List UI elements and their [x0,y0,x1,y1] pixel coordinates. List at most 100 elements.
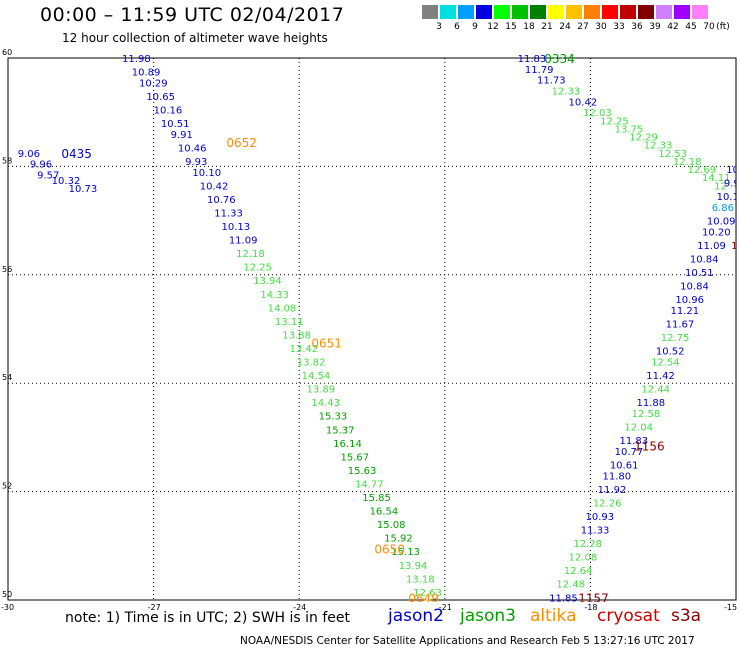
swh-value-label: 13.94 [399,561,428,572]
swh-value-label: 12.25 [243,263,272,274]
swh-value-label: 9.57 [37,171,59,182]
color-scale-unit: (ft) [716,22,730,32]
legend-cryosat: cryosat [597,606,660,626]
swh-value-label: 10.73 [69,184,98,195]
swh-value-label: 10.42 [200,181,229,192]
map-subtitle: 12 hour collection of altimeter wave hei… [62,31,328,45]
footer-note: note: 1) Time is in UTC; 2) SWH is in fe… [65,610,351,626]
swh-value-label: 10 [726,165,739,176]
color-swatch-label: 9 [472,22,478,32]
legend-altika: altika [530,606,577,626]
color-swatch-label: 70 [703,22,715,32]
swh-value-label: 11.09 [697,241,726,252]
color-swatch-label: 36 [631,22,643,32]
swh-value-label: 9.91 [171,130,193,141]
swh-value-label: 1 [731,241,737,252]
swh-value-label: 14.11 [702,173,731,184]
swh-value-label: 12.08 [569,553,598,564]
swh-value-label: 10.77 [615,447,644,458]
swh-value-label: 12.28 [573,539,602,550]
swh-value-label: 15.67 [340,452,369,463]
swh-value-label: 10.42 [569,97,598,108]
color-swatch [566,5,582,19]
color-swatch [692,5,708,19]
swh-value-label: 11.83 [620,436,649,447]
lon-tick-label: -21 [439,603,452,612]
swh-value-label: 10.61 [610,461,639,472]
swh-value-label: 12.18 [236,249,265,260]
swh-value-label: 13.18 [406,574,435,585]
swh-value-label: 15.63 [348,466,377,477]
color-swatch-label: 3 [436,22,442,32]
lon-tick-label: -18 [584,603,597,612]
pass-time-label: 0649 [408,591,439,605]
pass-time-label: 1157 [578,591,609,605]
pass-time-label: 0435 [61,147,92,161]
swh-value-label: 11.33 [581,526,610,537]
color-swatch [458,5,474,19]
swh-value-label: 12.69 [687,165,716,176]
swh-value-label: 11.33 [214,208,243,219]
swh-value-label: 12.54 [651,358,680,369]
swh-value-label: 15.13 [391,547,420,558]
swh-value-label: 12.75 [661,333,690,344]
swh-value-label: 13.94 [253,276,282,287]
legend-s3a: s3a [671,606,702,626]
swh-value-label: 10.51 [685,268,714,279]
swh-value-label: 9.06 [18,149,40,160]
pass-time-label: 0334 [544,52,575,66]
swh-value-label: 10.20 [702,227,731,238]
swh-value-label: 12.26 [593,498,622,509]
lon-tick-label: -30 [1,603,14,612]
color-swatch [656,5,672,19]
color-swatch [512,5,528,19]
swh-value-label: 15.33 [319,412,348,423]
swh-value-label: 14.33 [260,290,289,301]
lat-tick-label: 54 [2,373,12,382]
swh-value-label: 12.18 [673,157,702,168]
swh-value-label: 10.93 [586,512,615,523]
swh-value-label: 10.13 [222,222,251,233]
swh-value-label: 9.96 [30,160,52,171]
swh-value-label: 16.54 [370,507,399,518]
pass-time-label: 0650 [374,543,405,557]
swh-value-label: 12.29 [629,133,658,144]
swh-value-label: 11.88 [637,398,666,409]
swh-value-label: 11.85 [549,593,578,604]
swh-value-label: 14.54 [302,371,331,382]
swh-value-label: 10.16 [154,105,183,116]
color-swatch [602,5,618,19]
swh-value-label: 11.80 [603,471,632,482]
swh-value-label: 11.09 [229,236,258,247]
legend-jason3: jason3 [460,606,516,626]
lon-tick-label: -27 [148,603,161,612]
swh-value-label: 10.51 [161,119,190,130]
lon-tick-label: -15 [724,603,737,612]
color-swatch-label: 15 [505,22,517,32]
color-swatch-label: 39 [649,22,661,32]
swh-value-label: 12.63 [413,588,442,599]
swh-value-label: 15.08 [377,520,406,531]
swh-value-label: 12.64 [564,566,593,577]
credit-line: NOAA/NESDIS Center for Satellite Applica… [240,635,695,647]
color-swatch-label: 45 [685,22,697,32]
color-swatch [674,5,690,19]
swh-value-label: 12.04 [624,423,653,434]
lat-tick-label: 50 [2,590,12,599]
swh-value-label: 11.83 [518,54,547,65]
color-swatch [476,5,492,19]
swh-value-label: 13.75 [615,124,644,135]
lon-tick-label: -24 [293,603,306,612]
swh-value-label: 10.17 [717,192,740,203]
color-swatch-label: 12 [487,22,499,32]
swh-value-label: 12.48 [556,580,585,591]
color-swatch [494,5,510,19]
swh-value-label: 11.98 [122,54,151,65]
swh-value-label: 12.33 [644,141,673,152]
swh-value-label: 10.89 [132,68,161,79]
swh-value-label: 11.42 [646,371,675,382]
swh-value-label: 12 [714,181,727,192]
swh-value-label: 10.46 [178,143,207,154]
swh-value-label: 13.11 [275,317,304,328]
